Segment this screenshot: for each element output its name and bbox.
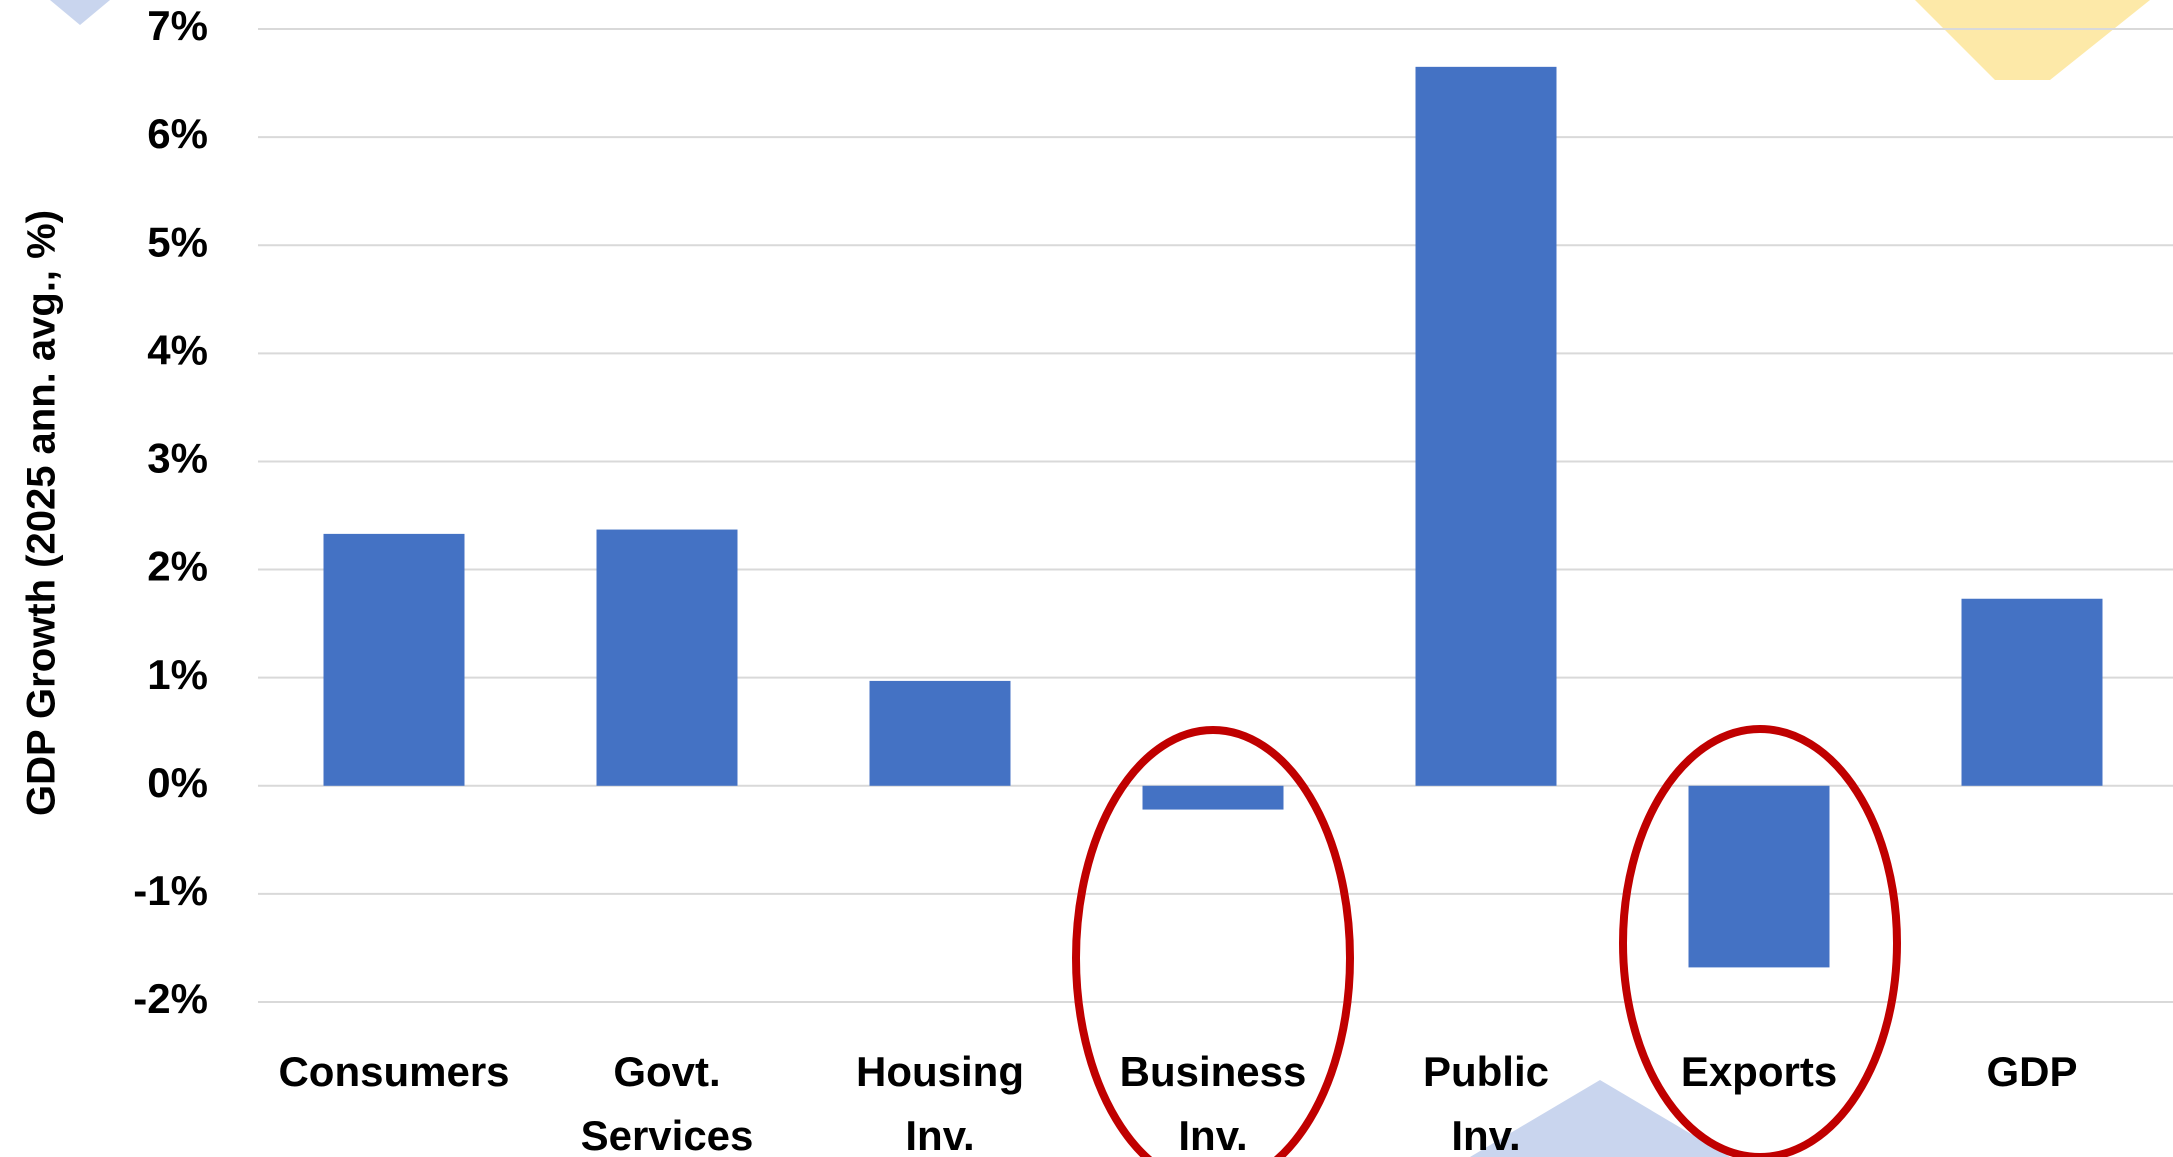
- y-tick-label: 7%: [147, 2, 208, 49]
- y-tick-label: 1%: [147, 651, 208, 698]
- x-tick-label: Consumers: [278, 1048, 510, 1095]
- y-tick-label: 0%: [147, 759, 208, 806]
- y-tick-label: -2%: [133, 975, 208, 1022]
- bar: [1961, 598, 2103, 786]
- y-tick-label: 4%: [147, 326, 208, 373]
- highlight-ellipse: [1619, 725, 1901, 1157]
- decoration: [1470, 1080, 1730, 1157]
- bar: [869, 680, 1011, 786]
- bar: [1688, 785, 1830, 968]
- x-tick-label: Govt. Services: [580, 1048, 754, 1157]
- decoration: [1915, 0, 2150, 80]
- decoration: [50, 0, 110, 25]
- x-tick-label: Business Inv.: [1119, 1048, 1307, 1157]
- x-tick-label: Public Inv.: [1422, 1048, 1550, 1157]
- x-tick-label: Housing Inv.: [856, 1048, 1024, 1157]
- y-tick-label: 5%: [147, 218, 208, 265]
- y-axis-label: GDP Growth (2025 ann. avg., %): [20, 210, 64, 816]
- y-tick-label: 2%: [147, 543, 208, 590]
- y-tick-label: 3%: [147, 435, 208, 482]
- y-tick-label: 6%: [147, 110, 208, 157]
- x-tick-label: Exports: [1680, 1048, 1838, 1095]
- bar: [596, 529, 738, 786]
- y-tick-label: -1%: [133, 867, 208, 914]
- bar: [1142, 785, 1284, 810]
- x-tick-label: GDP: [1986, 1048, 2078, 1095]
- highlight-ellipse: [1072, 726, 1354, 1157]
- bar: [1415, 66, 1557, 786]
- bar: [323, 533, 465, 786]
